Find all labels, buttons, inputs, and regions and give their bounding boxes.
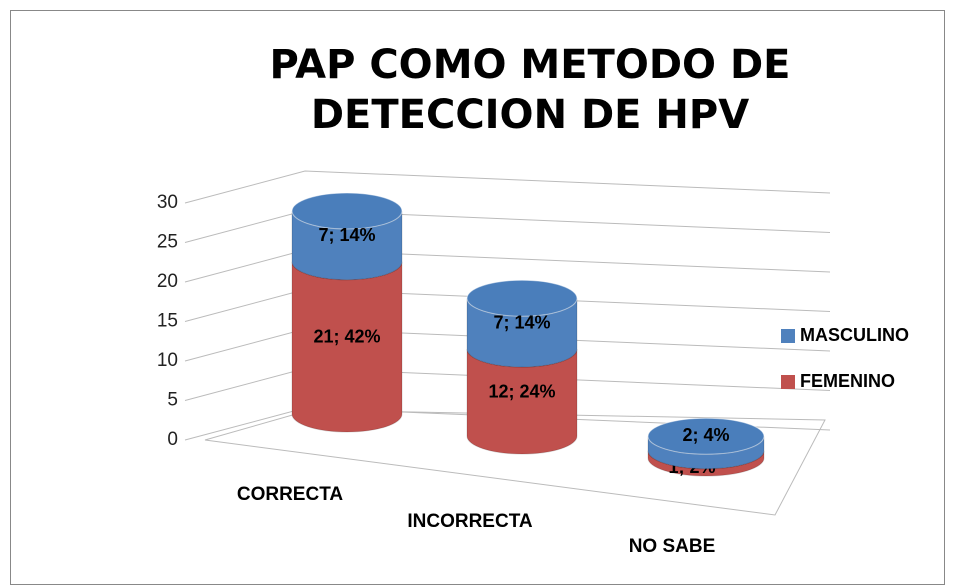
chart-title: PAP COMO METODO DE DETECCION DE HPV [269, 42, 791, 138]
value-label: 7; 14% [318, 225, 375, 245]
value-label: 21; 42% [313, 327, 380, 347]
y-tick-label: 25 [157, 232, 178, 253]
y-tick-label: 20 [157, 271, 178, 292]
grid-line [184, 170, 831, 204]
value-label: 2; 4% [682, 425, 729, 445]
cylinder-top [466, 279, 578, 317]
grid-line [184, 209, 831, 243]
y-tick-label: 15 [157, 311, 178, 332]
y-tick-label: 0 [167, 429, 178, 450]
cylinder-top [647, 417, 765, 455]
value-label: 12; 24% [488, 381, 555, 401]
value-label: 7; 14% [493, 312, 550, 332]
cylinder-segment [291, 261, 403, 433]
cylinder-top [291, 192, 403, 230]
legend-swatch [781, 375, 795, 389]
x-tick-label: NO SABE [629, 536, 716, 557]
floor [204, 409, 826, 516]
legend-label: MASCULINO [800, 325, 909, 345]
legend-swatch [781, 329, 795, 343]
legend-label: FEMENINO [800, 371, 895, 391]
y-tick-label: 5 [167, 390, 178, 411]
y-tick-label: 30 [157, 192, 178, 213]
y-tick-label: 10 [157, 350, 178, 371]
x-tick-label: CORRECTA [237, 484, 344, 505]
grid-line [184, 249, 831, 283]
x-tick-label: INCORRECTA [407, 511, 533, 532]
